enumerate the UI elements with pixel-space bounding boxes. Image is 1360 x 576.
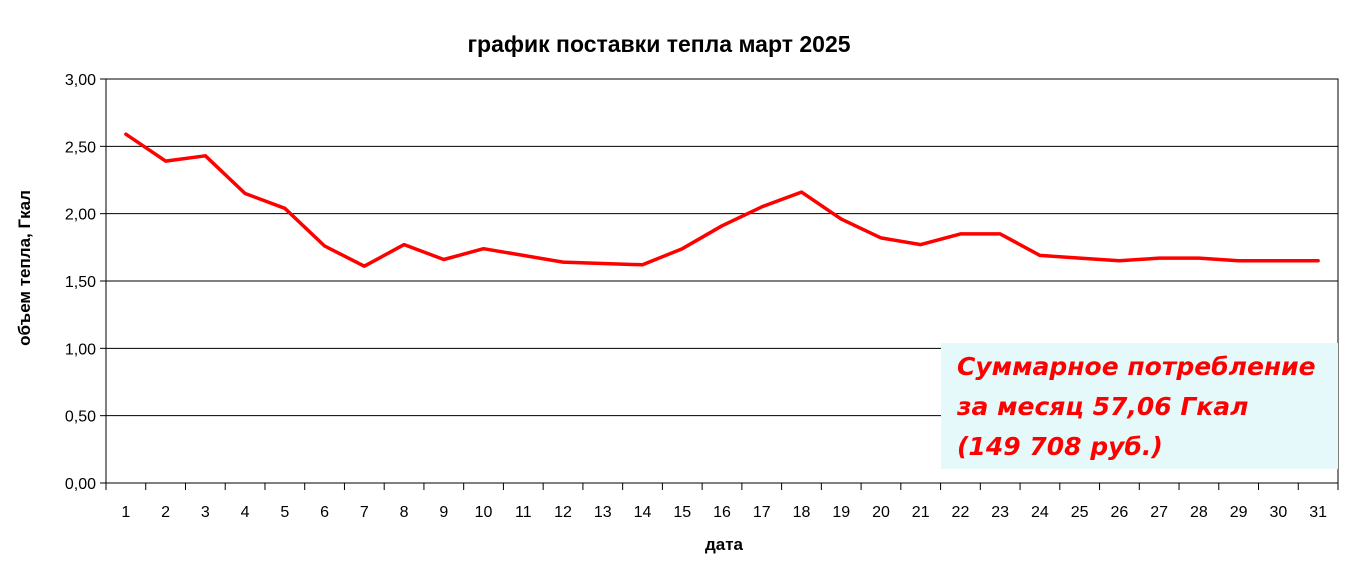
x-tick-label: 23 <box>991 504 1009 521</box>
x-tick-label: 9 <box>439 504 448 521</box>
x-tick-label: 6 <box>320 504 329 521</box>
x-tick-label: 26 <box>1111 504 1129 521</box>
y-tick-label: 2,50 <box>65 139 96 156</box>
x-tick-label: 3 <box>201 504 210 521</box>
x-tick-label: 30 <box>1269 504 1287 521</box>
x-tick-label: 27 <box>1150 504 1168 521</box>
y-tick-label: 1,50 <box>65 274 96 291</box>
x-tick-label: 8 <box>400 504 409 521</box>
x-tick-label: 11 <box>515 504 532 521</box>
x-tick-label: 10 <box>475 504 493 521</box>
total-consumption-note: Суммарное потребление за месяц 57,06 Гка… <box>941 343 1338 469</box>
x-tick-label: 31 <box>1309 504 1327 521</box>
x-tick-label: 20 <box>872 504 890 521</box>
x-tick-label: 1 <box>121 504 130 521</box>
chart-title: график поставки тепла март 2025 <box>467 31 850 57</box>
y-tick-label: 0,00 <box>65 476 96 493</box>
x-tick-label: 4 <box>241 504 250 521</box>
note-line-3: (149 708 руб.) <box>957 432 1163 461</box>
x-axis-label: дата <box>705 535 744 554</box>
x-tick-label: 22 <box>952 504 970 521</box>
x-axis-ticks: 1 2 3 4 5 6 7 8 9 10 11 12 13 14 15 16 17 18 19 20 21 22 23 24 2… <box>105 483 1339 521</box>
x-tick-label: 18 <box>793 504 811 521</box>
x-tick-label: 16 <box>713 504 731 521</box>
series-layer <box>124 132 1320 268</box>
y-tick-label: 3,00 <box>65 72 96 89</box>
x-tick-label: 19 <box>832 504 850 521</box>
x-tick-label: 14 <box>634 504 652 521</box>
note-line-2: за месяц 57,06 Гкал <box>957 392 1249 421</box>
y-tick-label: 2,00 <box>65 207 96 224</box>
x-tick-label: 13 <box>594 504 612 521</box>
x-tick-label: 2 <box>161 504 170 521</box>
x-tick-label: 24 <box>1031 504 1049 521</box>
y-tick-label: 0,50 <box>65 409 96 426</box>
x-tick-label: 21 <box>912 504 930 521</box>
series-line <box>124 132 1320 268</box>
x-tick-label: 5 <box>280 504 289 521</box>
x-tick-label: 17 <box>753 504 771 521</box>
x-tick-label: 7 <box>360 504 369 521</box>
x-tick-label: 28 <box>1190 504 1208 521</box>
y-axis-label: объем тепла, Гкал <box>15 190 34 346</box>
x-tick-label: 12 <box>554 504 572 521</box>
x-tick-label: 15 <box>673 504 691 521</box>
y-axis-ticks: 0,00 0,50 1,00 1,50 2,00 2,50 3,00 <box>65 72 106 493</box>
x-tick-label: 25 <box>1071 504 1089 521</box>
x-tick-label: 29 <box>1230 504 1248 521</box>
y-tick-label: 1,00 <box>65 341 96 358</box>
note-line-1: Суммарное потребление <box>957 352 1316 381</box>
